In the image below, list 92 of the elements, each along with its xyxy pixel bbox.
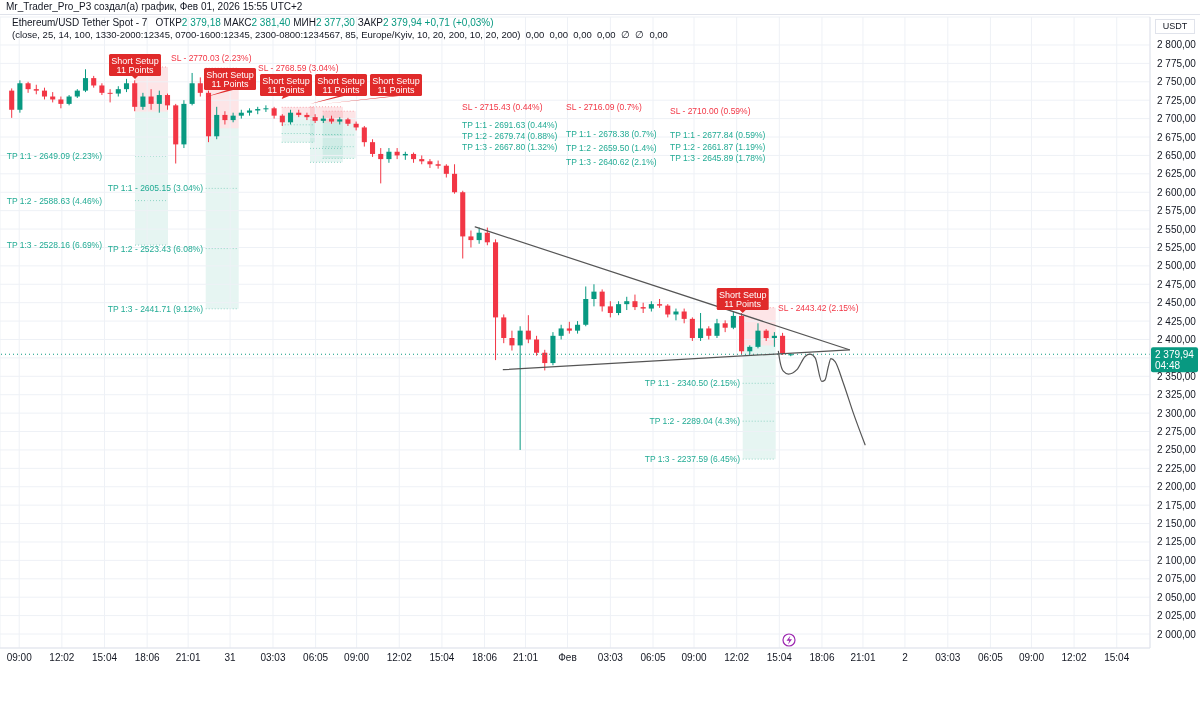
annotation: TP 1:3 - 2645.89 (1.78%) xyxy=(670,153,766,164)
y-tick-label: 2 525,00 xyxy=(1157,241,1197,253)
y-tick-label: 2 675,00 xyxy=(1157,131,1197,143)
x-tick-label: 18:06 xyxy=(472,652,498,664)
y-tick-label: 2 275,00 xyxy=(1157,426,1197,438)
annotation: TP 1:3 - 2528.16 (6.69%) xyxy=(6,240,103,251)
x-tick-label: 03:03 xyxy=(935,652,961,664)
y-tick-label: 2 475,00 xyxy=(1157,278,1197,290)
y-tick-label: 2 250,00 xyxy=(1157,444,1197,456)
annotation: SL - 2770.03 (2.23%) xyxy=(171,52,252,63)
x-tick-label: 18:06 xyxy=(809,652,835,664)
x-tick-label: 15:04 xyxy=(766,652,793,664)
x-tick-label: 31 xyxy=(224,652,237,664)
x-tick-label: 06:05 xyxy=(977,652,1004,664)
y-tick-label: 2 150,00 xyxy=(1157,518,1197,530)
annotation: TP 1:1 - 2605.15 (3.04%) xyxy=(107,183,204,194)
annotation: TP 1:3 - 2667.80 (1.32%) xyxy=(462,141,558,152)
annotation: TP 1:1 - 2340.50 (2.15%) xyxy=(644,378,741,389)
annotation: Short Setup 11 Points xyxy=(206,69,254,89)
y-tick-label: 2 225,00 xyxy=(1157,462,1197,474)
y-tick-label: 2 500,00 xyxy=(1157,260,1197,272)
y-tick-label: 2 175,00 xyxy=(1157,499,1197,511)
y-tick-label: 2 550,00 xyxy=(1157,223,1197,235)
annotation: (close, 25, 14, 100, 1330-2000:12345, 0700-1600:12345, 2300-0800:1234567, 85, Europe/Kyiv, 10, 20, 200, 10, 20, 200) 0,00 0,00 0,00 0,00 ∅ ∅ 0,00 xyxy=(12,29,668,41)
y-tick-label: 2 775,00 xyxy=(1157,57,1197,69)
annotation: TP 1:3 - 2640.62 (2.1%) xyxy=(566,157,657,168)
x-tick-label: 09:00 xyxy=(1018,652,1045,664)
annotation: TP 1:3 - 2441.71 (9.12%) xyxy=(107,303,204,314)
x-tick-label: 03:03 xyxy=(597,652,624,664)
y-tick-label: 2 450,00 xyxy=(1157,297,1197,309)
annotation: Short Setup 11 Points xyxy=(372,75,420,95)
x-tick-label: 06:05 xyxy=(640,652,666,664)
annotation: TP 1:1 - 2691.63 (0.44%) xyxy=(462,119,558,130)
y-tick-label: 2 400,00 xyxy=(1157,333,1197,345)
chart-subtitle: ОТКР2 379,18 МАКС2 381,40 МИН2 377,30 ЗАКР2 379,94 +0,71 (+0,03%) xyxy=(155,17,494,28)
y-tick-label: 2 425,00 xyxy=(1157,315,1197,327)
annotation: TP 1:2 - 2289.04 (4.3%) xyxy=(649,416,741,427)
y-tick-label: 2 075,00 xyxy=(1157,573,1197,585)
y-tick-label: 2 800,00 xyxy=(1157,39,1197,51)
x-tick-label: Фев xyxy=(558,652,577,664)
chart-title: Ethereum/USD Tether Spot - 7 xyxy=(12,17,148,28)
y-tick-label: 2 350,00 xyxy=(1157,370,1197,382)
annotation: TP 1:2 - 2679.74 (0.88%) xyxy=(462,130,558,141)
annotation: SL - 2710.00 (0.59%) xyxy=(670,106,751,117)
x-tick-label: 06:05 xyxy=(303,652,329,664)
y-tick-label: 2 000,00 xyxy=(1157,628,1197,640)
y-tick-label: 2 200,00 xyxy=(1157,481,1197,493)
x-tick-label: 21:01 xyxy=(175,652,202,664)
x-tick-label: 09:00 xyxy=(344,652,370,664)
annotation: Short Setup 11 Points xyxy=(317,75,365,95)
y-tick-label: 2 125,00 xyxy=(1157,536,1197,548)
annotation: TP 1:1 - 2677.84 (0.59%) xyxy=(670,129,766,140)
y-tick-label: 2 300,00 xyxy=(1157,407,1197,419)
x-tick-label: 03:03 xyxy=(260,652,286,664)
x-tick-label: 15:04 xyxy=(91,652,118,664)
annotation: TP 1:3 - 2237.59 (6.45%) xyxy=(644,454,741,465)
x-tick-label: 09:00 xyxy=(681,652,707,664)
y-tick-label: 2 625,00 xyxy=(1157,168,1197,180)
y-tick-label: 2 750,00 xyxy=(1157,76,1197,88)
annotation: SL - 2716.09 (0.7%) xyxy=(566,101,642,112)
y-tick-label: 2 050,00 xyxy=(1157,591,1197,603)
annotation: SL - 2768.59 (3.04%) xyxy=(258,63,339,74)
ref-line-label: 2 379,94 04:48 xyxy=(1155,348,1195,371)
y-tick-label: 2 025,00 xyxy=(1157,610,1197,622)
y-tick-label: 2 700,00 xyxy=(1157,113,1197,125)
x-tick-label: 09:00 xyxy=(6,652,33,664)
x-tick-label: 15:04 xyxy=(1104,652,1130,664)
text: Mr_Trader_Pro_P3 создал(а) график, Фев 01, 2026 15:55 UTC+2 xyxy=(0,0,1200,15)
annotation: SL - 2443.42 (2.15%) xyxy=(778,302,859,313)
x-tick-label: 18:06 xyxy=(134,652,161,664)
x-tick-label: 2 xyxy=(902,652,909,664)
x-tick-label: 12:02 xyxy=(386,652,413,664)
annotation: TP 1:2 - 2659.50 (1.4%) xyxy=(566,143,657,154)
annotation: TP 1:1 - 2649.09 (2.23%) xyxy=(6,151,103,162)
x-tick-label: 12:02 xyxy=(724,652,750,664)
y-tick-label: 2 600,00 xyxy=(1157,186,1197,198)
x-tick-label: 12:02 xyxy=(49,652,75,664)
y-axis-title: USDT xyxy=(1155,19,1195,34)
annotation: TP 1:2 - 2661.87 (1.19%) xyxy=(670,141,766,152)
x-tick-label: 21:01 xyxy=(850,652,876,664)
x-tick-label: 12:02 xyxy=(1061,652,1088,664)
annotation: TP 1:1 - 2678.38 (0.7%) xyxy=(566,129,657,140)
y-tick-label: 2 650,00 xyxy=(1157,149,1197,161)
annotation: SL - 2715.43 (0.44%) xyxy=(462,102,543,113)
x-tick-label: 15:04 xyxy=(429,652,455,664)
y-tick-label: 2 325,00 xyxy=(1157,389,1197,401)
y-tick-label: 2 100,00 xyxy=(1157,554,1197,566)
annotation: TP 1:2 - 2588.63 (4.46%) xyxy=(6,195,103,206)
annotation: TP 1:2 - 2523.43 (6.08%) xyxy=(107,243,204,254)
x-tick-label: 21:01 xyxy=(513,652,539,664)
y-tick-label: 2 725,00 xyxy=(1157,94,1197,106)
y-tick-label: 2 575,00 xyxy=(1157,205,1197,217)
